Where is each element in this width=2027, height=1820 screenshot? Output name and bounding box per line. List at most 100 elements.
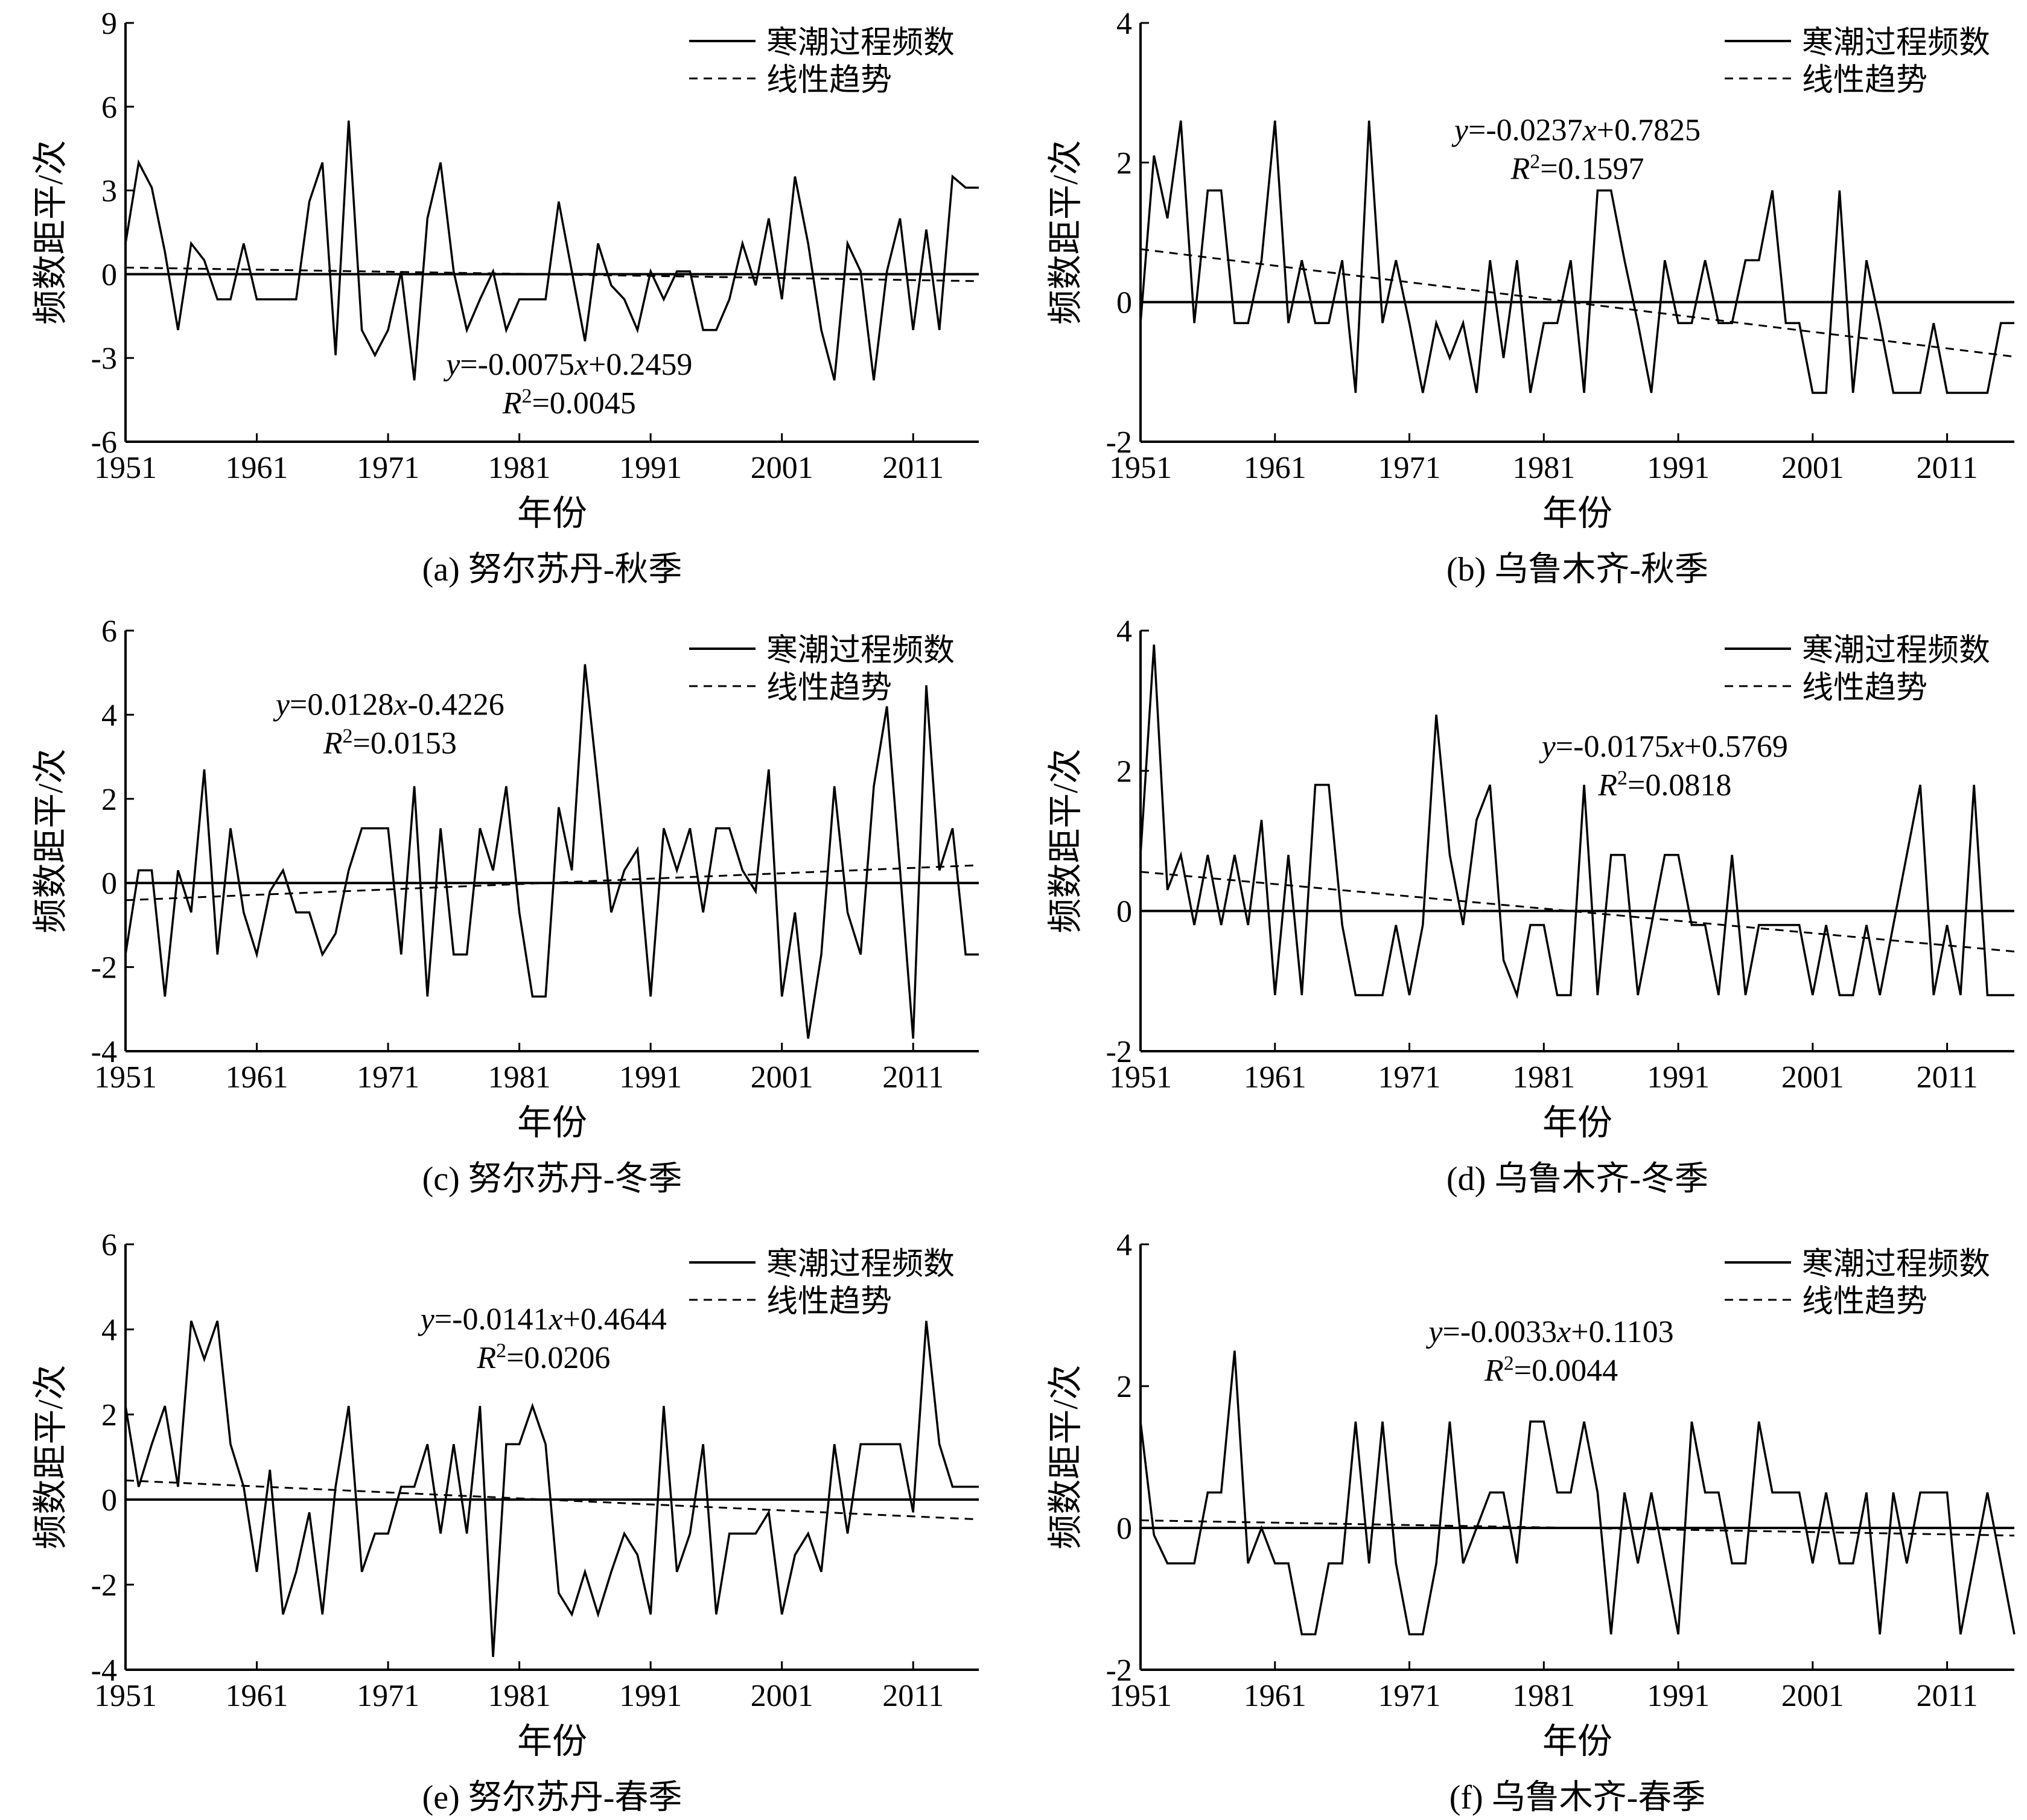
x-tick-label: 1981	[488, 451, 551, 485]
x-axis-label: 年份	[1542, 1722, 1612, 1761]
y-axis-label: 频数距平/次	[31, 1364, 70, 1549]
panel-caption: (a) 努尔苏丹-秋季	[422, 551, 683, 588]
x-tick-label: 2011	[1917, 1679, 1978, 1713]
panel-caption: (d) 乌鲁木齐-冬季	[1446, 1160, 1708, 1198]
x-tick-label: 1981	[1512, 1060, 1575, 1095]
y-tick-label: 6	[101, 614, 117, 649]
x-tick-label: 2001	[751, 451, 813, 485]
trend-equation: y=-0.0175x+0.5769	[1539, 730, 1788, 764]
y-tick-label: -3	[91, 342, 117, 376]
y-tick-label: 0	[101, 1483, 117, 1518]
trend-equation: y=-0.0033x+0.1103	[1425, 1315, 1673, 1349]
y-tick-label: -4	[91, 1653, 117, 1688]
legend-label-observed: 寒潮过程频数	[766, 634, 955, 668]
x-tick-label: 1981	[1512, 451, 1575, 485]
y-tick-label: 2	[101, 1398, 117, 1433]
r-squared: R2=0.0153	[323, 725, 457, 761]
chart-panel-f: -2 0 2 4 1951 1961 1971 1981 1991 2001 2011 寒潮过程频数线…	[1046, 1228, 2016, 1816]
y-tick-label: -2	[1106, 1035, 1132, 1069]
r-squared: R2=0.0818	[1597, 767, 1731, 803]
x-tick-label: 1951	[1109, 451, 1172, 485]
x-tick-label: 1951	[1109, 1060, 1172, 1095]
chart-panel-c: -4 -2 0 2 4 6 1951 1961 1971 1981 1991 2001 2011 寒潮过程…	[31, 614, 979, 1198]
trend-equation: y=-0.0237x+0.7825	[1451, 113, 1701, 147]
y-tick-label: 3	[101, 174, 117, 209]
x-tick-label: 1951	[94, 451, 157, 485]
x-tick-label: 2011	[882, 1060, 944, 1095]
panel-caption: (f) 乌鲁木齐-春季	[1449, 1779, 1706, 1816]
x-tick-label: 2011	[1917, 451, 1978, 485]
y-tick-label: 2	[1116, 146, 1132, 180]
legend-label-observed: 寒潮过程频数	[1802, 1247, 1990, 1282]
y-tick-label: 4	[1116, 614, 1132, 649]
x-axis-label: 年份	[1542, 1103, 1612, 1142]
x-tick-label: 1951	[94, 1679, 157, 1713]
x-tick-label: 1991	[619, 451, 682, 485]
y-tick-label: 2	[1116, 1370, 1132, 1404]
r-squared: R2=0.0206	[476, 1340, 610, 1376]
legend-label-observed: 寒潮过程频数	[766, 1247, 955, 1282]
legend-label-observed: 寒潮过程频数	[1802, 634, 1990, 668]
trend-line	[1140, 248, 2015, 358]
y-tick-label: -2	[91, 1568, 117, 1603]
x-axis-label: 年份	[517, 1103, 587, 1142]
x-tick-label: 1991	[1647, 1679, 1710, 1713]
x-tick-label: 1981	[1512, 1679, 1575, 1713]
y-tick-label: 0	[1116, 895, 1132, 929]
y-tick-label: -4	[91, 1035, 117, 1069]
legend-label-trend: 线性趋势	[766, 63, 892, 98]
series-line	[124, 664, 979, 1039]
r-squared: R2=0.0044	[1484, 1352, 1618, 1389]
y-tick-label: 0	[101, 258, 117, 292]
y-tick-label: -2	[1106, 1653, 1132, 1688]
x-tick-label: 1951	[94, 1060, 157, 1095]
y-tick-label: 0	[1116, 286, 1132, 320]
trend-equation: y=-0.0141x+0.4644	[418, 1302, 667, 1337]
x-tick-label: 1961	[226, 1679, 288, 1713]
x-tick-label: 2011	[882, 1679, 944, 1713]
x-tick-label: 1971	[1378, 451, 1441, 485]
x-tick-label: 1971	[357, 451, 419, 485]
y-tick-label: 6	[101, 91, 117, 125]
x-tick-label: 1961	[226, 451, 288, 485]
x-tick-label: 1961	[1244, 1679, 1306, 1713]
y-tick-label: 4	[1116, 7, 1132, 41]
x-tick-label: 2001	[751, 1060, 813, 1095]
y-tick-label: 4	[101, 698, 117, 733]
y-axis-label: 频数距平/次	[1046, 140, 1085, 325]
chart-panel-e: -4 -2 0 2 4 6 1951 1961 1971 1981 1991 2001 2011 寒潮过程…	[31, 1228, 979, 1816]
y-tick-label: 2	[101, 783, 117, 817]
y-axis-label: 频数距平/次	[1046, 748, 1085, 933]
x-tick-label: 2001	[1781, 451, 1844, 485]
x-tick-label: 2011	[882, 451, 944, 485]
legend-label-trend: 线性趋势	[1802, 63, 1927, 98]
chart-panel-a: -6 -3 0 3 6 9 1951 1961 1971 1981 1991 2001 2011 寒潮过程…	[31, 7, 979, 588]
x-tick-label: 1991	[619, 1060, 682, 1095]
r-squared: R2=0.0045	[502, 384, 636, 421]
x-tick-label: 2011	[1917, 1060, 1978, 1095]
panel-caption: (e) 努尔苏丹-春季	[422, 1779, 683, 1816]
y-tick-label: 0	[1116, 1512, 1132, 1546]
y-tick-label: -2	[91, 951, 117, 985]
x-tick-label: 2001	[751, 1679, 813, 1713]
r-squared: R2=0.1597	[1510, 150, 1644, 186]
x-tick-label: 2001	[1781, 1679, 1844, 1713]
x-tick-label: 1961	[1244, 451, 1306, 485]
x-tick-label: 1961	[1244, 1060, 1306, 1095]
trend-line	[1140, 1519, 2015, 1537]
x-tick-label: 2001	[1781, 1060, 1844, 1095]
y-tick-label: 4	[1116, 1228, 1132, 1262]
legend-label-trend: 线性趋势	[1802, 671, 1927, 705]
legend-label-observed: 寒潮过程频数	[1802, 26, 1990, 60]
x-tick-label: 1981	[488, 1679, 551, 1713]
trend-line	[125, 266, 979, 282]
trend-equation: y=0.0128x-0.4226	[273, 687, 504, 722]
y-tick-label: 4	[101, 1313, 117, 1348]
x-tick-label: 1971	[1378, 1060, 1441, 1095]
y-tick-label: 2	[1116, 754, 1132, 789]
chart-panel-d: -2 0 2 4 1951 1961 1971 1981 1991 2001 2011 寒潮过程频数线…	[1046, 614, 2015, 1198]
y-tick-label: 9	[101, 7, 117, 41]
